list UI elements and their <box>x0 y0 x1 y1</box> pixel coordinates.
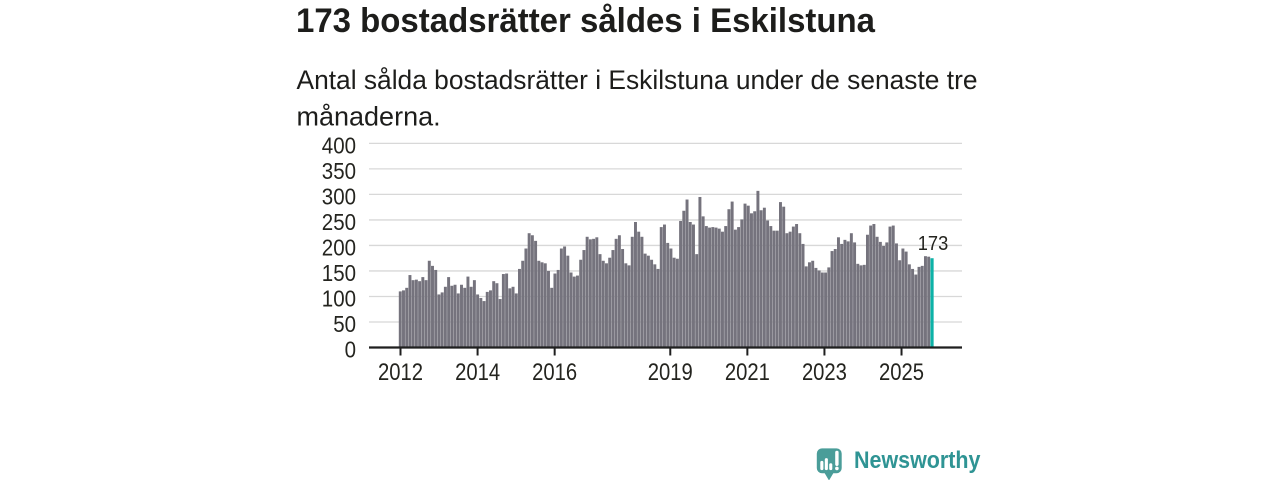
svg-text:173: 173 <box>918 232 949 255</box>
svg-text:50: 50 <box>333 311 356 337</box>
svg-text:150: 150 <box>322 260 356 286</box>
svg-text:2023: 2023 <box>802 359 847 386</box>
svg-text:200: 200 <box>322 234 356 260</box>
svg-text:2016: 2016 <box>532 359 577 386</box>
svg-text:100: 100 <box>322 285 356 311</box>
svg-text:300: 300 <box>322 183 356 209</box>
svg-text:2012: 2012 <box>378 359 423 386</box>
svg-text:Antal sålda bostadsrätter i Es: Antal sålda bostadsrätter i Eskilstuna u… <box>297 65 978 95</box>
svg-text:250: 250 <box>322 209 356 235</box>
svg-text:2021: 2021 <box>725 359 770 386</box>
svg-text:2014: 2014 <box>455 359 500 386</box>
svg-text:Newsworthy: Newsworthy <box>854 447 981 474</box>
svg-text:månaderna.: månaderna. <box>297 102 441 132</box>
svg-text:2025: 2025 <box>879 359 924 386</box>
svg-text:173 bostadsrätter såldes i Esk: 173 bostadsrätter såldes i Eskilstuna <box>296 2 876 40</box>
svg-text:2019: 2019 <box>648 359 693 386</box>
svg-text:400: 400 <box>322 132 356 158</box>
svg-text:350: 350 <box>322 158 356 184</box>
svg-text:0: 0 <box>345 337 356 363</box>
